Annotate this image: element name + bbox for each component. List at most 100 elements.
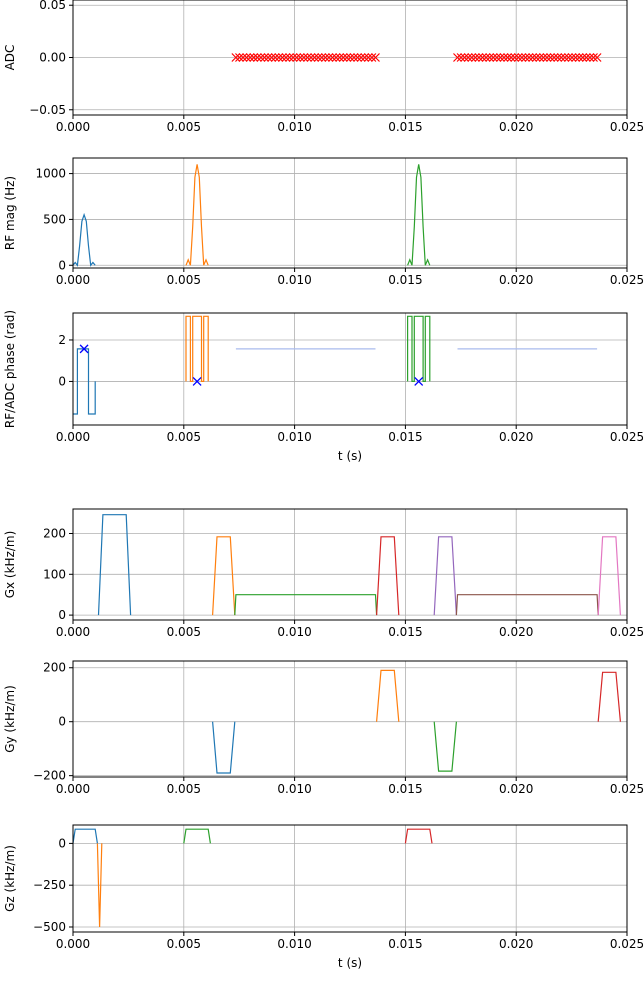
y-tick-label: −200 [33, 769, 66, 783]
adc-sample-marker [242, 53, 252, 62]
adc-sample-marker [506, 53, 516, 62]
phase-marker [79, 344, 89, 354]
adc-sample-marker [542, 53, 552, 62]
adc-sample-marker [488, 53, 498, 62]
adc-sample-marker [478, 53, 487, 62]
series-line-4 [404, 828, 433, 844]
series-line-5 [433, 536, 457, 616]
x-tick-label: 0.020 [499, 120, 533, 134]
series-line-3 [183, 828, 211, 844]
x-tick-label: 0.010 [277, 782, 311, 796]
adc-sample-marker [324, 53, 334, 62]
y-tick-label: 0.05 [39, 0, 66, 12]
series-line-1 [73, 348, 96, 415]
adc-sample-marker [556, 53, 566, 62]
series-line-1 [72, 212, 96, 267]
series-line-2 [376, 669, 400, 722]
adc-sample-marker [592, 53, 602, 62]
adc-sample-marker [267, 53, 277, 62]
x-tick-label: 0.025 [610, 782, 644, 796]
adc-sample-marker [528, 53, 538, 62]
adc-sample-marker [238, 53, 248, 62]
adc-sample-marker [353, 53, 363, 62]
series-line-2 [96, 843, 103, 928]
x-tick-label: 0.005 [167, 625, 201, 639]
x-tick-label: 0.005 [167, 273, 201, 287]
x-tick-label: 0.000 [56, 625, 90, 639]
x-tick-label: 0.005 [167, 937, 201, 951]
plot-panel-4: 0.000 0.005 0.010 0.015 0.020 0.025 0 100 200 Gx … [3, 508, 644, 639]
adc-sample-marker [245, 53, 255, 62]
series-line-1 [72, 828, 98, 844]
y-tick-label: 0 [58, 374, 66, 388]
adc-sample-marker [538, 53, 548, 62]
adc-sample-marker [342, 53, 352, 62]
series-line-1 [212, 721, 236, 774]
phase-marker [414, 376, 424, 386]
adc-sample-marker [356, 53, 366, 62]
adc-sample-marker [499, 53, 509, 62]
adc-sample-marker [481, 53, 491, 62]
series-line-3 [407, 164, 431, 266]
adc-sample-marker [470, 53, 480, 62]
x-tick-label: 0.015 [388, 625, 422, 639]
x-tick-label: 0.005 [167, 430, 201, 444]
adc-sample-marker [524, 53, 534, 62]
adc-sample-marker [560, 53, 570, 62]
y-tick-label: −500 [33, 920, 66, 934]
x-tick-label: 0.000 [56, 782, 90, 796]
adc-sample-marker [474, 53, 484, 62]
adc-sample-marker [235, 53, 244, 62]
series-line-2 [212, 536, 236, 616]
adc-sample-marker [485, 53, 495, 62]
x-tick-label: 0.010 [277, 273, 311, 287]
y-axis-label: RF mag (Hz) [3, 176, 17, 250]
adc-sample-marker [299, 53, 309, 62]
adc-sample-marker [467, 53, 477, 62]
adc-sample-marker [277, 53, 287, 62]
adc-sample-marker [553, 53, 563, 62]
adc-sample-marker [585, 53, 595, 62]
adc-sample-marker [564, 53, 573, 62]
adc-sample-marker [274, 53, 284, 62]
adc-sample-marker [306, 53, 316, 62]
x-tick-label: 0.010 [277, 625, 311, 639]
adc-sample-marker [581, 53, 591, 62]
plot-panel-5: 0.000 0.005 0.010 0.015 0.020 0.025 200 0 −200 Gy… [3, 660, 644, 796]
y-tick-label: 500 [43, 212, 66, 226]
adc-sample-marker [303, 53, 312, 62]
y-tick-label: −0.05 [29, 103, 66, 117]
adc-sample-marker [313, 53, 323, 62]
adc-sample-marker [281, 53, 291, 62]
x-tick-label: 0.010 [277, 937, 311, 951]
adc-sample-marker [320, 53, 330, 62]
series-line-3 [234, 594, 378, 616]
adc-sample-marker [256, 53, 266, 62]
y-tick-label: 0 [58, 836, 66, 850]
adc-sample-marker [288, 53, 298, 62]
axes-frame [72, 508, 628, 621]
axes-frame [72, 312, 628, 426]
adc-sample-marker [492, 53, 502, 62]
adc-sample-marker [295, 53, 305, 62]
series-line-3 [433, 721, 457, 772]
adc-sample-marker [367, 53, 377, 62]
y-tick-label: 0.00 [39, 51, 66, 65]
adc-sample-marker [263, 53, 273, 62]
y-tick-label: 200 [43, 661, 66, 675]
x-tick-label: 0.025 [610, 625, 644, 639]
series-line-1 [97, 514, 132, 616]
y-tick-label: 1000 [35, 167, 66, 181]
series-line-4 [376, 536, 400, 616]
axes-frame [72, 824, 628, 933]
adc-sample-marker [310, 53, 320, 62]
adc-sample-marker [503, 53, 513, 62]
y-axis-label: Gx (kHz/m) [3, 531, 17, 599]
y-tick-label: 0 [58, 608, 66, 622]
x-tick-label: 0.015 [388, 273, 422, 287]
y-axis-label: RF/ADC phase (rad) [3, 310, 17, 428]
series-line-7 [597, 536, 621, 616]
x-axis-label: t (s) [338, 956, 362, 970]
x-tick-label: 0.015 [388, 782, 422, 796]
